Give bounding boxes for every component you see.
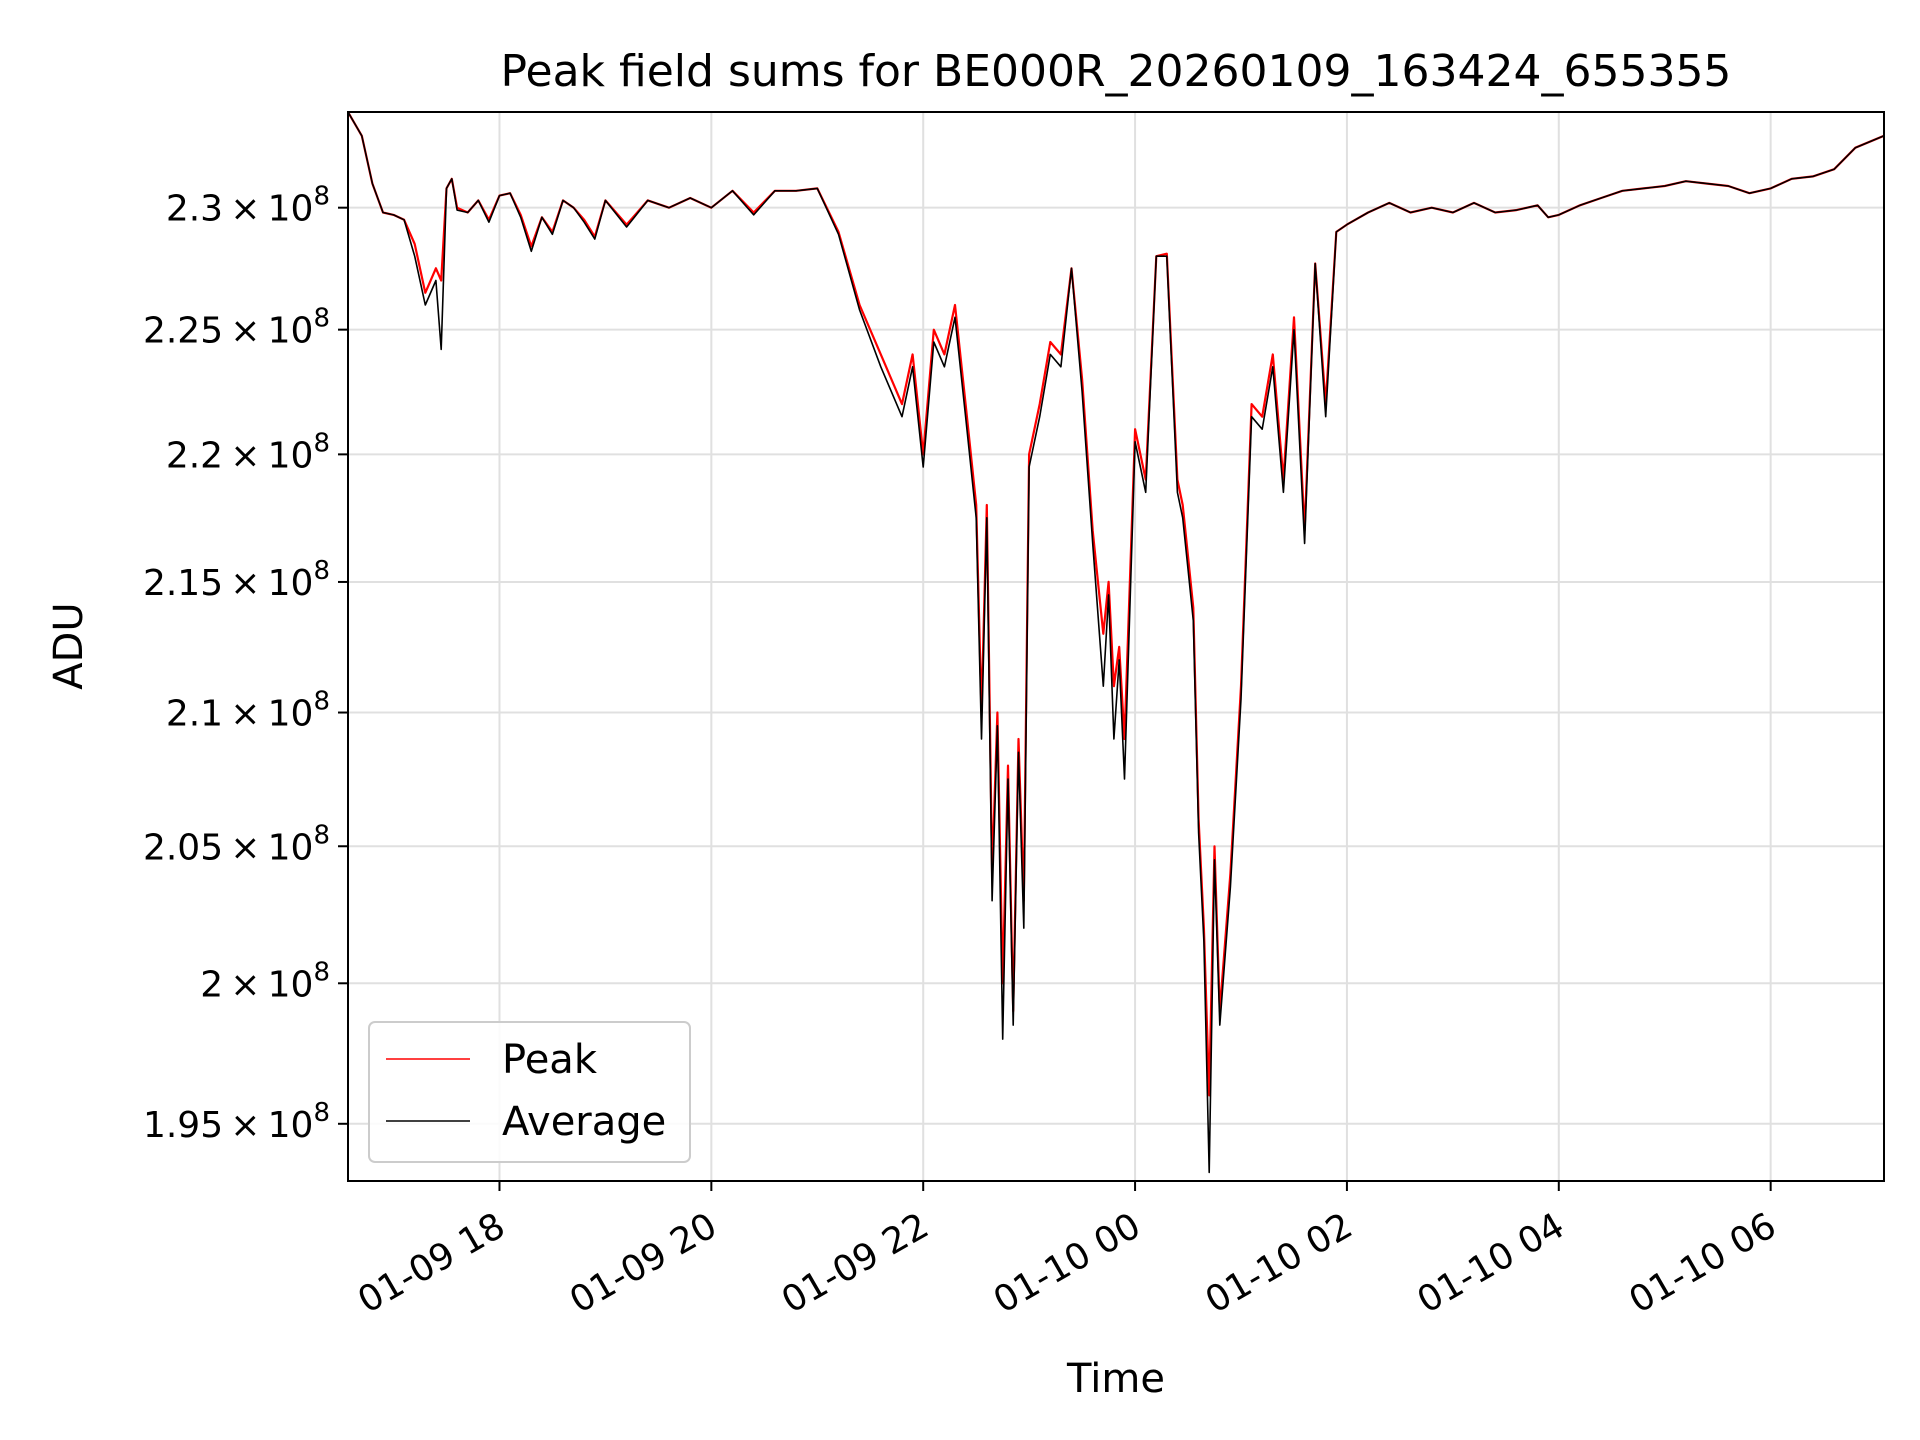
y-tick-base: 10 bbox=[268, 1105, 314, 1146]
y-tick-times: × bbox=[223, 435, 268, 476]
chart-title: Peak field sums for BE000R_20260109_1634… bbox=[501, 46, 1732, 97]
y-tick-times: × bbox=[223, 563, 268, 604]
y-tick-label: 1.95 × 108 bbox=[143, 1098, 330, 1146]
legend: Peak Average bbox=[368, 1021, 691, 1163]
series-line-average bbox=[348, 112, 1884, 1174]
y-tick-mantissa: 2.25 bbox=[143, 311, 223, 352]
y-tick-exponent: 8 bbox=[313, 687, 330, 717]
y-tick-exponent: 8 bbox=[313, 304, 330, 334]
y-tick-times: × bbox=[223, 1105, 268, 1146]
y-tick-mantissa: 2 bbox=[200, 964, 223, 1005]
y-tick-label: 2.25 × 108 bbox=[143, 304, 330, 352]
y-tick-mantissa: 1.95 bbox=[143, 1105, 223, 1146]
legend-label-average: Average bbox=[502, 1099, 666, 1145]
y-tick-label: 2.3 × 108 bbox=[166, 182, 330, 230]
series-layer bbox=[348, 112, 1884, 1174]
y-tick-exponent: 8 bbox=[313, 1098, 330, 1128]
y-tick-base: 10 bbox=[268, 563, 314, 604]
y-tick-base: 10 bbox=[268, 435, 314, 476]
y-axis-label: ADU bbox=[46, 602, 92, 689]
y-tick-base: 10 bbox=[268, 827, 314, 868]
y-tick-base: 10 bbox=[268, 694, 314, 735]
y-tick-times: × bbox=[223, 964, 268, 1005]
x-axis-label: Time bbox=[1066, 1356, 1165, 1402]
y-tick-label: 2.2 × 108 bbox=[166, 428, 330, 476]
y-tick-base: 10 bbox=[268, 964, 314, 1005]
y-tick-base: 10 bbox=[268, 189, 314, 230]
legend-box bbox=[368, 1021, 691, 1163]
series-average bbox=[348, 112, 1884, 1174]
y-tick-base: 10 bbox=[268, 311, 314, 352]
y-tick-exponent: 8 bbox=[313, 820, 330, 850]
y-tick-exponent: 8 bbox=[313, 957, 330, 987]
y-tick-label: 2 × 108 bbox=[200, 957, 330, 1005]
y-tick-exponent: 8 bbox=[313, 428, 330, 458]
y-tick-exponent: 8 bbox=[313, 556, 330, 586]
legend-label-peak: Peak bbox=[502, 1037, 598, 1083]
y-tick-label: 2.05 × 108 bbox=[143, 820, 330, 868]
y-tick-times: × bbox=[223, 189, 268, 230]
y-tick-mantissa: 2.2 bbox=[166, 435, 223, 476]
y-tick-times: × bbox=[223, 694, 268, 735]
y-tick-mantissa: 2.1 bbox=[166, 694, 223, 735]
y-tick-mantissa: 2.15 bbox=[143, 563, 223, 604]
plot-frame bbox=[347, 111, 1885, 1182]
y-tick-times: × bbox=[223, 311, 268, 352]
y-tick-exponent: 8 bbox=[313, 182, 330, 212]
y-tick-mantissa: 2.05 bbox=[143, 827, 223, 868]
y-tick-mantissa: 2.3 bbox=[166, 189, 223, 230]
y-tick-label: 2.1 × 108 bbox=[166, 687, 330, 735]
y-tick-label: 2.15 × 108 bbox=[143, 556, 330, 604]
y-tick-times: × bbox=[223, 827, 268, 868]
